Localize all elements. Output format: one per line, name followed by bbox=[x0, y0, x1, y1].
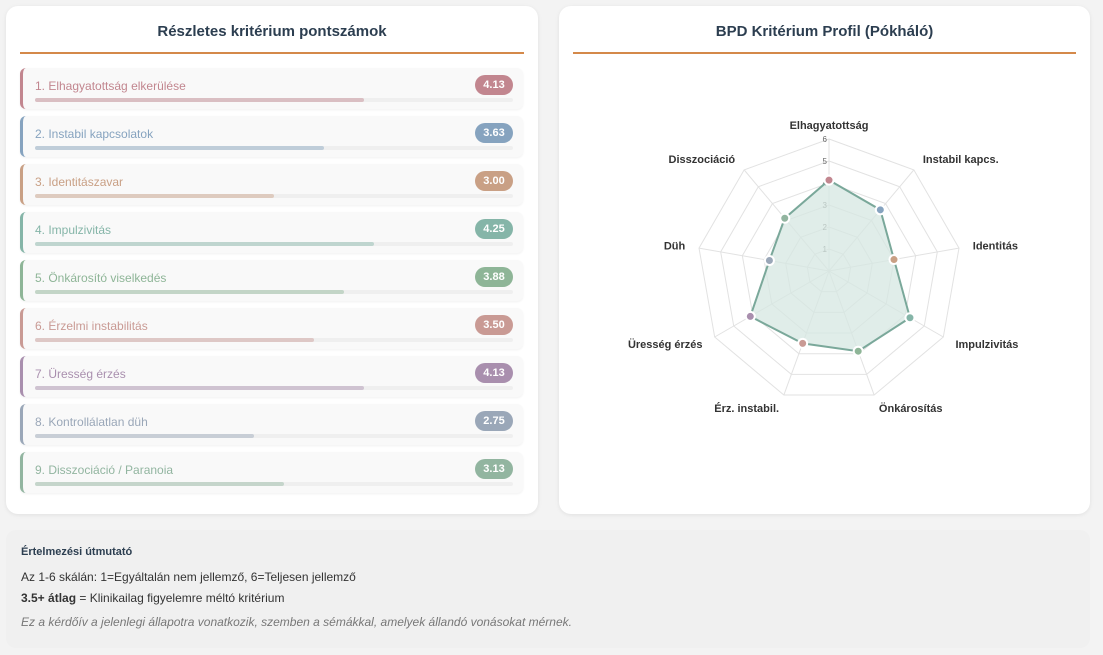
radar-data-point bbox=[744, 310, 756, 322]
radar-grid-ring bbox=[698, 138, 960, 396]
criterion-score-badge: 2.75 bbox=[475, 411, 513, 431]
criterion-progress-track bbox=[35, 194, 513, 198]
criterion-row: 4. Impulzivitás 4.25 bbox=[20, 212, 523, 253]
criterion-label: 3. Identitászavar bbox=[35, 175, 124, 189]
radar-data-point bbox=[852, 345, 864, 357]
criterion-score-badge: 3.63 bbox=[475, 123, 513, 143]
radar-data-point bbox=[888, 254, 900, 266]
criterion-progress-track bbox=[35, 338, 513, 342]
radar-axis-label: Érz. instabil. bbox=[714, 402, 779, 415]
criterion-row: 7. Üresség érzés 4.13 bbox=[20, 356, 523, 397]
criterion-progress-fill bbox=[35, 338, 314, 342]
criterion-row: 3. Identitászavar 3.00 bbox=[20, 164, 523, 205]
criterion-score-badge: 3.88 bbox=[475, 267, 513, 287]
criterion-score-badge: 3.13 bbox=[475, 459, 513, 479]
radar-panel-title: BPD Kritérium Profil (Pókháló) bbox=[573, 20, 1076, 54]
interpretation-guide: Értelmezési útmutató Az 1-6 skálán: 1=Eg… bbox=[6, 530, 1090, 648]
criterion-row: 9. Disszociáció / Paranoia 3.13 bbox=[20, 452, 523, 493]
guide-threshold-text: = Klinikailag figyelemre méltó kritérium bbox=[76, 591, 285, 605]
criterion-progress-fill bbox=[35, 98, 365, 102]
criterion-label: 1. Elhagyatottság elkerülése bbox=[35, 79, 186, 93]
radar-axis-label: Elhagyatottság bbox=[790, 120, 869, 132]
criterion-score-badge: 4.25 bbox=[475, 219, 513, 239]
criterion-label: 9. Disszociáció / Paranoia bbox=[35, 463, 174, 477]
guide-scale-description: Az 1-6 skálán: 1=Egyáltalán nem jellemző… bbox=[21, 570, 356, 584]
criterion-progress-fill bbox=[35, 482, 285, 486]
radar-grid-ring bbox=[720, 160, 938, 375]
criterion-progress-fill bbox=[35, 386, 365, 390]
criterion-label: 6. Érzelmi instabilitás bbox=[35, 319, 148, 333]
criterion-progress-track bbox=[35, 98, 513, 102]
guide-threshold: 3.5+ átlag = Klinikailag figyelemre mélt… bbox=[21, 591, 284, 605]
criterion-row: 1. Elhagyatottság elkerülése 4.13 bbox=[20, 68, 523, 109]
guide-note: Ez a kérdőív a jelenlegi állapotra vonat… bbox=[21, 615, 572, 629]
criterion-progress-track bbox=[35, 386, 513, 390]
radar-grid-ring bbox=[741, 182, 917, 355]
criterion-progress-track bbox=[35, 146, 513, 150]
criterion-progress-track bbox=[35, 482, 513, 486]
criterion-score-badge: 4.13 bbox=[475, 363, 513, 383]
radar-chart: 123456ElhagyatottságInstabil kapcs.Ident… bbox=[628, 120, 1018, 415]
criterion-row: 2. Instabil kapcsolatok 3.63 bbox=[20, 116, 523, 157]
radar-axis-label: Önkárosítás bbox=[879, 402, 943, 415]
radar-chart-panel: BPD Kritérium Profil (Pókháló) 123456Elh… bbox=[559, 6, 1090, 514]
criterion-score-badge: 4.13 bbox=[475, 75, 513, 95]
criterion-label: 5. Önkárosító viselkedés bbox=[35, 271, 167, 285]
criterion-progress-track bbox=[35, 242, 513, 246]
criterion-progress-track bbox=[35, 434, 513, 438]
criterion-progress-fill bbox=[35, 194, 274, 198]
criteria-panel-title: Részletes kritérium pontszámok bbox=[20, 20, 524, 54]
guide-threshold-value: 3.5+ átlag bbox=[21, 591, 77, 605]
radar-data-point bbox=[904, 312, 916, 324]
radar-data-point bbox=[763, 254, 775, 266]
radar-data-point bbox=[779, 212, 791, 224]
radar-axis-label: Instabil kapcs. bbox=[923, 154, 999, 166]
radar-data-point bbox=[823, 174, 835, 186]
criterion-progress-track bbox=[35, 290, 513, 294]
criterion-progress-fill bbox=[35, 434, 255, 438]
criterion-label: 8. Kontrollálatlan düh bbox=[35, 415, 148, 429]
criterion-label: 4. Impulzivitás bbox=[35, 223, 112, 237]
radar-data-point bbox=[874, 204, 886, 216]
criterion-row: 8. Kontrollálatlan düh 2.75 bbox=[20, 404, 523, 445]
criterion-label: 7. Üresség érzés bbox=[35, 367, 126, 381]
criterion-row: 6. Érzelmi instabilitás 3.50 bbox=[20, 308, 523, 349]
radar-axis-label: Identitás bbox=[973, 241, 1018, 253]
criterion-progress-fill bbox=[35, 290, 345, 294]
guide-title: Értelmezési útmutató bbox=[21, 546, 133, 558]
criterion-progress-fill bbox=[35, 146, 325, 150]
criterion-progress-fill bbox=[35, 242, 374, 246]
radar-tick-label: 5 bbox=[823, 157, 828, 166]
radar-data-point bbox=[797, 337, 809, 349]
criteria-scores-panel: Részletes kritérium pontszámok 1. Elhagy… bbox=[6, 6, 538, 514]
criterion-label: 2. Instabil kapcsolatok bbox=[35, 127, 154, 141]
criterion-score-badge: 3.50 bbox=[475, 315, 513, 335]
radar-axis-label: Disszociáció bbox=[669, 154, 736, 166]
radar-axis-label: Üresség érzés bbox=[628, 338, 703, 351]
radar-axis-label: Düh bbox=[664, 241, 686, 253]
radar-data-area bbox=[749, 178, 912, 353]
criterion-row: 5. Önkárosító viselkedés 3.88 bbox=[20, 260, 523, 301]
radar-tick-label: 6 bbox=[823, 135, 828, 144]
criterion-score-badge: 3.00 bbox=[475, 171, 513, 191]
radar-axis-label: Impulzivitás bbox=[955, 339, 1018, 351]
